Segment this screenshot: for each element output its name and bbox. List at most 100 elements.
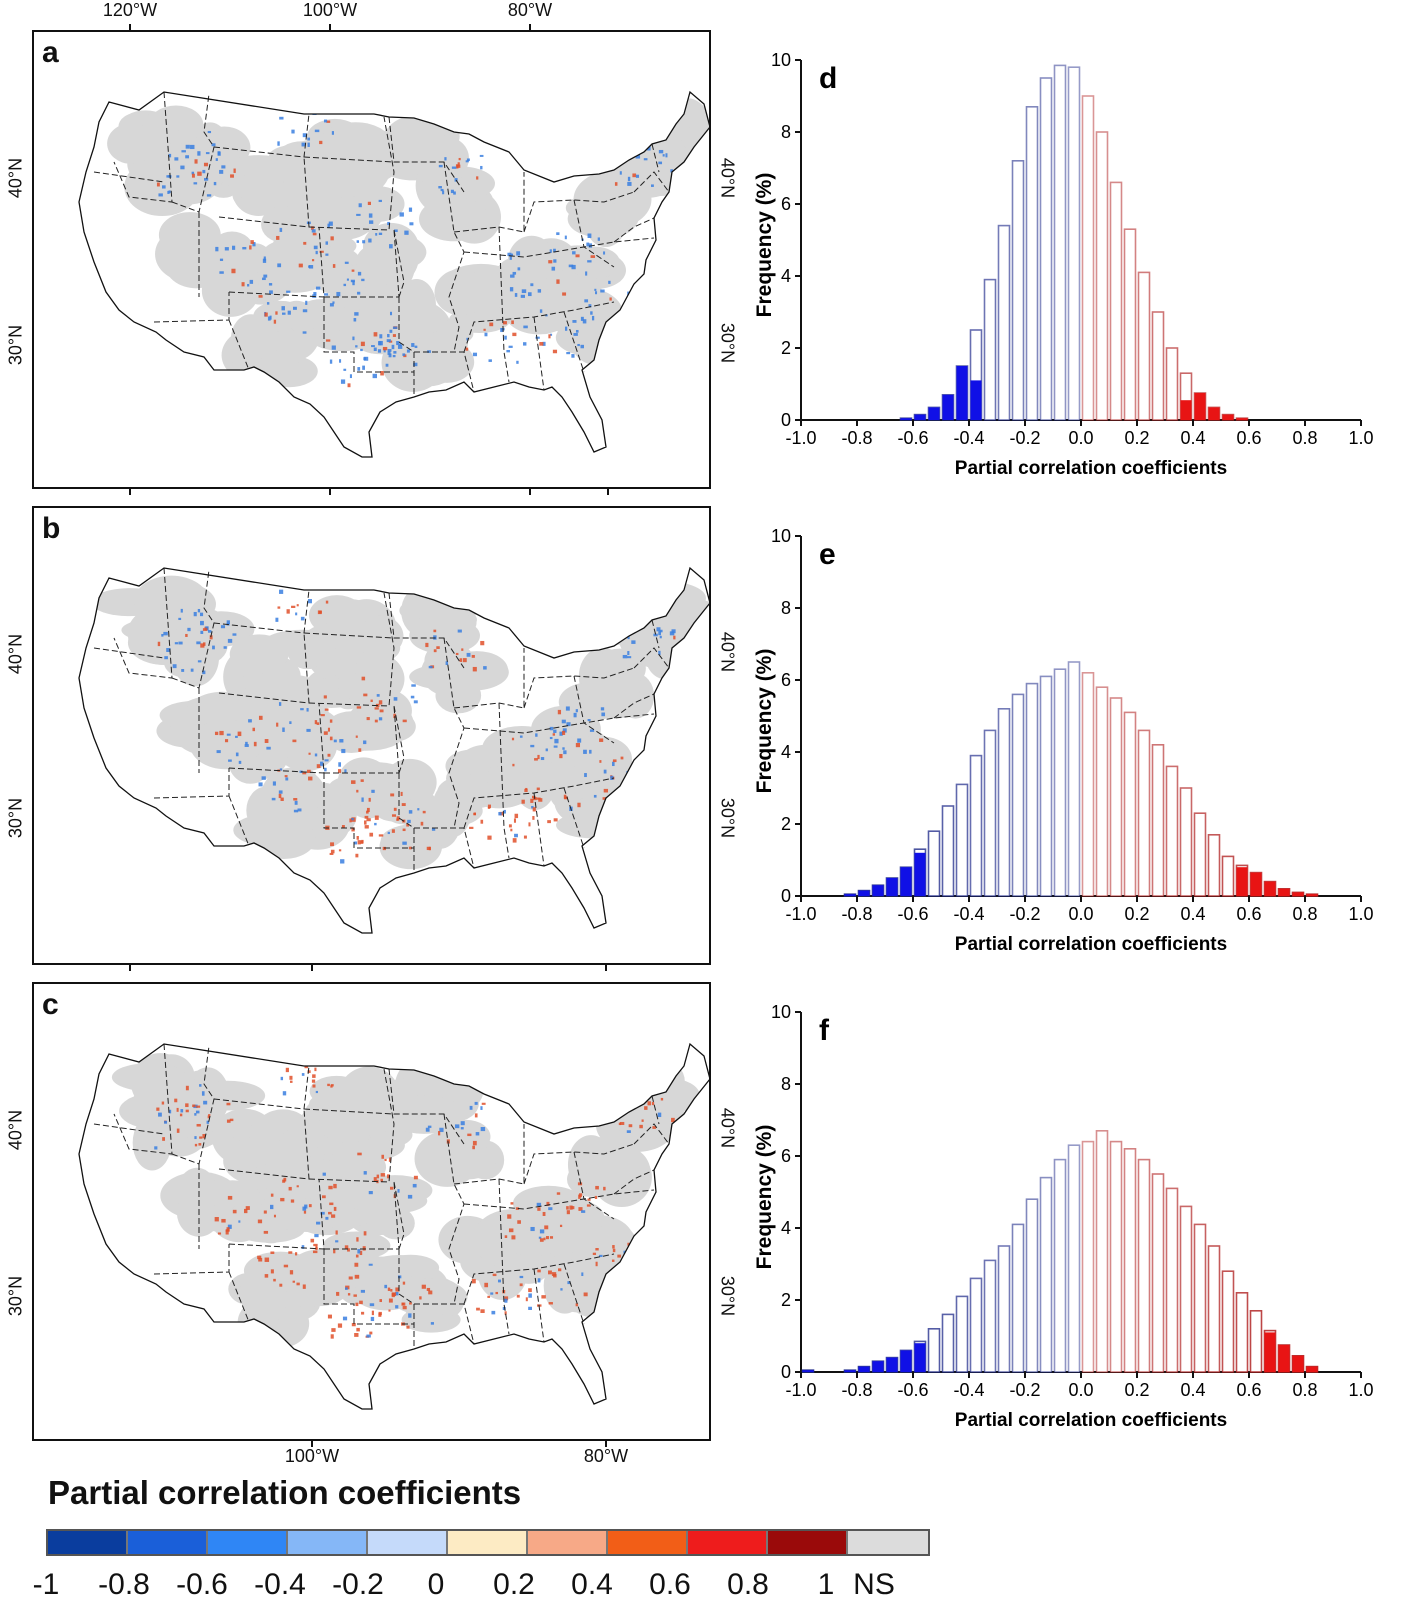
histogram-bar: [1081, 1140, 1095, 1373]
legend-swatch: [608, 1531, 688, 1554]
histogram-bar: [1123, 1148, 1137, 1373]
histogram-bar: [913, 1340, 927, 1373]
histogram-bar: [997, 708, 1011, 897]
ns-area: [111, 1053, 700, 1348]
x-tick-label: 0.4: [1180, 1380, 1205, 1400]
legend-swatch: [528, 1531, 608, 1554]
bar-outline: [1011, 1223, 1025, 1373]
histogram-bar: [857, 1365, 871, 1373]
bar-significant-fill: [872, 1361, 884, 1372]
histogram-bar: [1221, 1270, 1235, 1373]
lon-label-80w: 80°W: [507, 0, 553, 20]
bar-outline: [1137, 729, 1151, 897]
bar-outline: [1179, 787, 1193, 897]
panel-letter-b: b: [42, 512, 61, 545]
y-tick-label: 4: [781, 742, 791, 762]
bar-significant-fill: [1278, 1345, 1290, 1372]
lat-label-30n-c-left: 30°N: [5, 1275, 26, 1317]
histogram-bar: [885, 1356, 899, 1373]
legend-title: Partial correlation coefficients: [48, 1474, 522, 1511]
bar-significant-fill: [914, 852, 926, 896]
histogram-bar: [1263, 1329, 1277, 1373]
x-tick-label: -0.2: [1009, 904, 1040, 924]
map-panel-a: [32, 30, 711, 489]
bar-outline: [1193, 1223, 1207, 1373]
bar-significant-fill: [900, 1350, 912, 1372]
bar-outline: [1081, 95, 1095, 421]
histogram-bar: [969, 329, 983, 421]
histogram-bar: [871, 1360, 885, 1373]
bar-significant-fill: [1222, 414, 1234, 420]
bar-significant-fill: [858, 890, 870, 896]
panel-letter-a: a: [42, 36, 59, 69]
histogram-bar: [1207, 1245, 1221, 1373]
legend-swatch: [848, 1531, 928, 1554]
map-tick: [605, 1441, 607, 1447]
x-tick-label: 0.2: [1124, 428, 1149, 448]
bar-outline: [1165, 765, 1179, 897]
histogram-bar: [857, 889, 871, 897]
histogram-bar: [1081, 672, 1095, 897]
histogram-bar: [899, 866, 913, 897]
legend-tick-label: 0.6: [649, 1568, 691, 1601]
histogram-bar: [885, 877, 899, 897]
x-tick-label: -1.0: [785, 428, 816, 448]
bar-outline: [927, 1327, 941, 1373]
histogram-bar: [1025, 682, 1039, 897]
histogram-bar: [941, 1313, 955, 1373]
bar-significant-fill: [1236, 418, 1248, 420]
panel-letter: e: [819, 538, 836, 571]
bar-outline: [1025, 106, 1039, 421]
bar-significant-fill: [1194, 393, 1206, 420]
histogram-bar: [1207, 406, 1221, 421]
x-tick-label: -0.8: [841, 904, 872, 924]
map-tick: [311, 1441, 313, 1447]
panel-letter-c: c: [42, 988, 59, 1021]
lat-label-40n-b-left: 40°N: [5, 633, 26, 675]
x-tick-label: 0.4: [1180, 904, 1205, 924]
y-tick-label: 8: [781, 1074, 791, 1094]
bar-outline: [955, 1295, 969, 1373]
y-tick-label: 8: [781, 598, 791, 618]
bar-significant-fill: [844, 1370, 856, 1372]
us-coastline: [78, 1042, 709, 1410]
legend-tick-label: 0.2: [493, 1568, 535, 1601]
lat-label-40n-b-right: 40°N: [717, 631, 738, 673]
us-coastline: [78, 90, 709, 458]
state-boundaries: [93, 1043, 670, 1349]
y-tick-label: 6: [781, 670, 791, 690]
histogram-bar: [1277, 1344, 1291, 1373]
histogram-bar: [1221, 855, 1235, 897]
histogram-bar: [1235, 1291, 1249, 1373]
map-panel-c: [32, 982, 711, 1441]
histogram-bar: [997, 1245, 1011, 1373]
lon-label-bottom-100w: 100°W: [284, 1446, 340, 1466]
y-tick-label: 10: [771, 50, 791, 70]
bar-outline: [1039, 675, 1053, 897]
bar-outline: [997, 224, 1011, 421]
lat-label-30n-b-left: 30°N: [5, 797, 26, 839]
legend-colorbar: [46, 1529, 930, 1556]
bar-outline: [1235, 1291, 1249, 1373]
histogram-bar: [1179, 1205, 1193, 1373]
lat-label-30n-b-right: 30°N: [717, 797, 738, 839]
bar-significant-fill: [928, 407, 940, 420]
map-tick: [129, 965, 131, 971]
bar-outline: [997, 1245, 1011, 1373]
bar-outline: [1095, 131, 1109, 421]
histogram-bar: [1151, 1173, 1165, 1373]
bar-outline: [983, 1259, 997, 1373]
histogram-bar: [1039, 675, 1053, 897]
bar-outline: [1095, 686, 1109, 897]
histogram-e: 0 2 4 6 8 10 -1.0 -0.8 -0.6 -0.4 -0.2 0.0 0.2 0.4 0.6 0…: [755, 526, 1374, 955]
bar-outline: [1053, 64, 1067, 421]
histogram-bar: [1123, 711, 1137, 897]
x-tick-label: 0.0: [1068, 904, 1093, 924]
bar-outline: [1039, 1176, 1053, 1373]
legend-swatch: [48, 1531, 128, 1554]
histogram-bar: [801, 1369, 815, 1373]
histogram-bar: [913, 848, 927, 897]
histogram-bar: [899, 417, 913, 421]
legend-tick-label: 0: [427, 1568, 445, 1601]
histogram-bar: [1123, 228, 1137, 421]
